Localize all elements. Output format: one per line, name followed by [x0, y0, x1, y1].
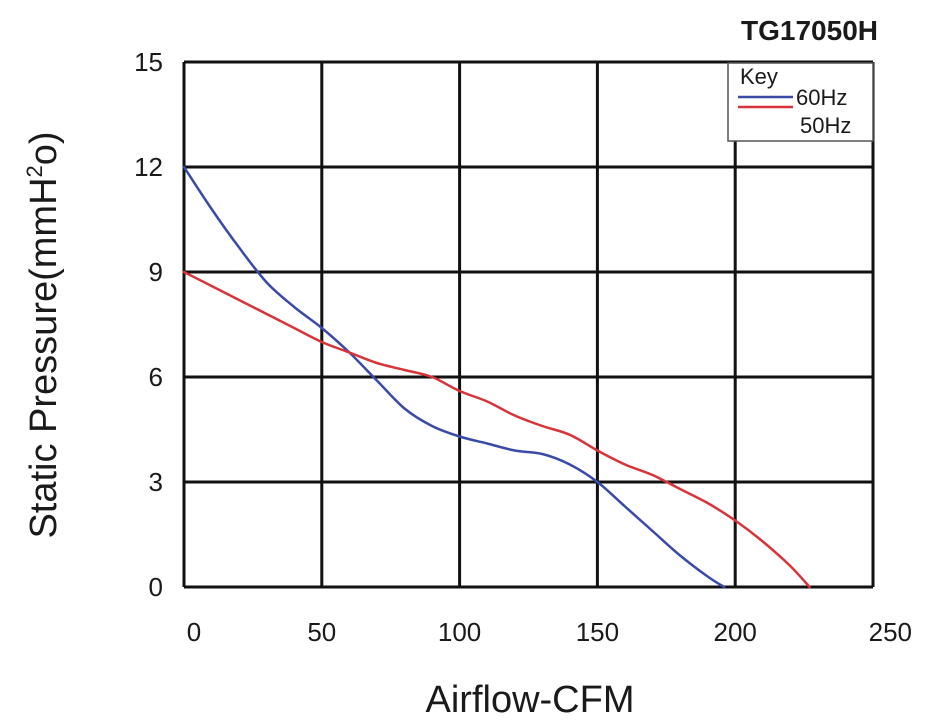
y-ticks: 0 3 6 9 12 15: [134, 47, 163, 602]
series-line-60hz: [182, 165, 726, 589]
series-layer: [182, 165, 811, 589]
x-tick-label-2: 100: [438, 617, 481, 647]
chart-title: TG17050H: [741, 15, 878, 46]
x-tick-label-4: 200: [714, 617, 757, 647]
x-tick-label-5: 250: [869, 617, 912, 647]
legend-label-60hz: 60Hz: [796, 85, 847, 110]
y-tick-label-2: 6: [149, 362, 163, 392]
x-ticks: 0 50 100 150 200 250: [187, 617, 912, 647]
y-axis-label-tail: o): [23, 131, 65, 165]
x-tick-label-3: 150: [576, 617, 619, 647]
y-axis-label-sup: 2: [22, 165, 47, 177]
y-tick-label-0: 0: [149, 572, 163, 602]
grid: [182, 60, 875, 589]
y-axis-label: Static Pressure(mmH2o): [22, 131, 65, 538]
legend-box: [727, 62, 874, 142]
x-axis-label: Airflow-CFM: [426, 679, 635, 721]
x-tick-label-1: 50: [307, 617, 336, 647]
y-tick-label-5: 15: [134, 47, 163, 77]
y-tick-label-1: 3: [149, 467, 163, 497]
y-tick-label-3: 9: [149, 257, 163, 287]
legend-label-50hz: 50Hz: [800, 113, 851, 138]
series-line-50hz: [182, 270, 811, 589]
y-axis-label-main: Static Pressure(mmH: [23, 177, 65, 538]
x-tick-label-0: 0: [187, 617, 201, 647]
legend: Key 60Hz 50Hz: [727, 62, 874, 142]
legend-title: Key: [740, 64, 778, 89]
y-tick-label-4: 12: [134, 152, 163, 182]
